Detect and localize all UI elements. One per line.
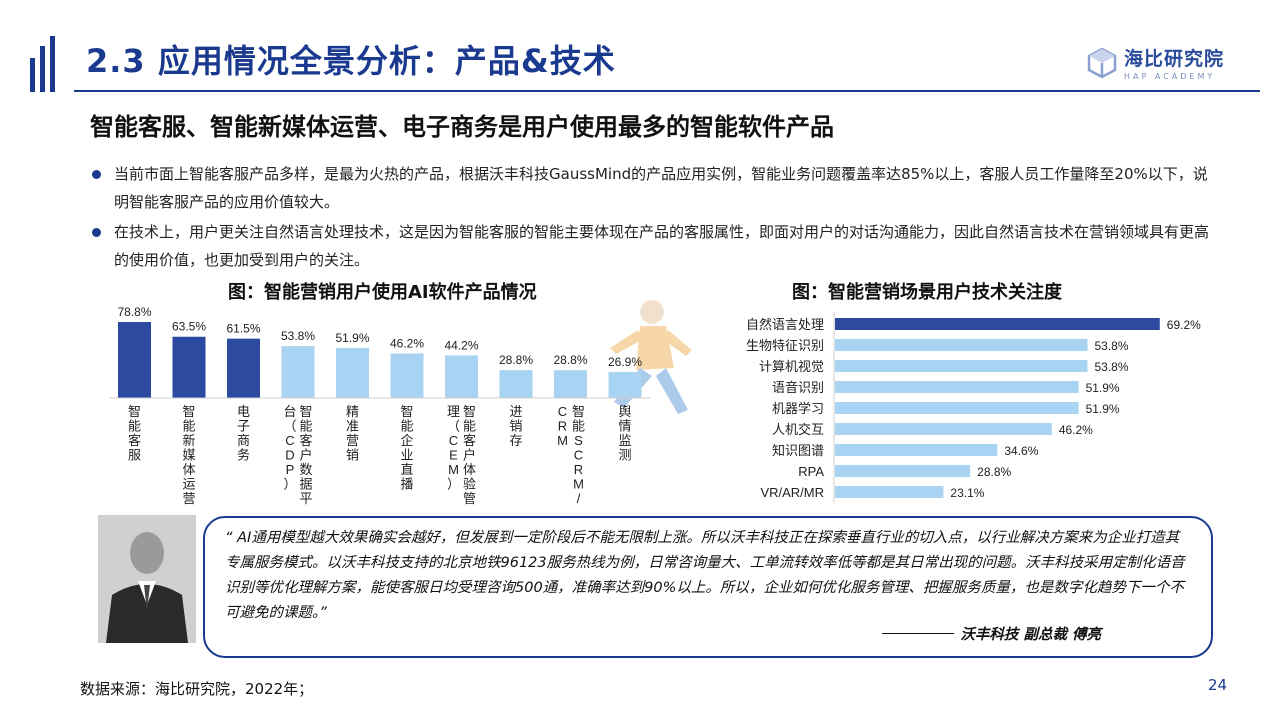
bar — [227, 338, 260, 398]
bar-value-label: 28.8% — [499, 353, 533, 367]
bar — [835, 402, 1079, 414]
data-source: 数据来源：海比研究院，2022年； — [80, 680, 314, 698]
category-label: 智能客服 — [128, 404, 141, 463]
logo-en: HAP ACADEMY — [1124, 72, 1216, 81]
bar — [835, 360, 1088, 372]
bar-value-label: 28.8% — [553, 353, 587, 367]
bullet-item: 当前市面上智能客服产品多样，是最为火热的产品，根据沃丰科技GaussMind的产… — [90, 160, 1210, 216]
quote-signature: 沃丰科技 副总裁 傅亮 — [882, 623, 1101, 644]
bar-value-label: 53.8% — [1095, 360, 1129, 374]
category-label: 知识图谱 — [772, 443, 824, 458]
category-label: RPA — [798, 464, 824, 479]
category-label: 智能 S C R M/C R M — [557, 404, 585, 506]
category-label: 精准营销 — [346, 404, 359, 463]
bar — [118, 321, 151, 398]
hbar-chart-title: 图：智能营销场景用户技术关注度 — [792, 282, 1062, 303]
bar-value-label: 53.8% — [281, 329, 315, 343]
bar — [499, 370, 533, 398]
category-label: 生物特征识别 — [746, 338, 824, 353]
bar — [445, 355, 478, 398]
bar-value-label: 46.2% — [1059, 423, 1093, 437]
bar — [835, 318, 1160, 330]
signature-dash — [882, 632, 955, 635]
bar-value-label: 26.9% — [608, 355, 642, 369]
logo-cn: 海比研究院 — [1124, 48, 1225, 70]
bar — [835, 486, 944, 498]
category-label: 智能客户数据平台（ C D P） — [283, 404, 312, 506]
bullet-item: 在技术上，用户更关注自然语言处理技术，这是因为智能客服的智能主要体现在产品的客服… — [90, 218, 1210, 274]
bar — [835, 444, 998, 456]
bar-value-label: 51.9% — [1086, 402, 1120, 416]
bar — [554, 370, 587, 398]
quote-box: “ AI通用模型越大效果确实会越好，但发展到一定阶段后不能无限制上涨。所以沃丰科… — [203, 516, 1213, 658]
category-label: 智能客户体验管理（ C E M） — [447, 404, 476, 506]
category-label: 舆情监测 — [618, 404, 631, 463]
bar-value-label: 78.8% — [117, 305, 151, 319]
bar — [608, 372, 642, 398]
bar — [336, 347, 369, 398]
category-label: 人机交互 — [772, 422, 824, 437]
category-label: 进销存 — [509, 404, 522, 448]
bullet-list: 当前市面上智能客服产品多样，是最为火热的产品，根据沃丰科技GaussMind的产… — [90, 160, 1210, 276]
category-label: 电子商务 — [237, 404, 250, 463]
bullet-dot-icon — [92, 170, 101, 179]
bar — [835, 465, 971, 477]
section-subtitle: 智能客服、智能新媒体运营、电子商务是用户使用最多的智能软件产品 — [90, 113, 834, 141]
bar-value-label: 28.8% — [977, 465, 1011, 479]
bar — [835, 339, 1088, 351]
bar — [281, 346, 315, 398]
bullet-dot-icon — [92, 228, 101, 237]
bar-chart-title: 图：智能营销用户使用AI软件产品情况 — [228, 282, 537, 303]
bar — [172, 336, 206, 398]
bar-value-label: 61.5% — [226, 322, 260, 336]
tech-attention-bar-chart: 自然语言处理 69.2% 生物特征识别 53.8% 计算机视觉 53.8% 语音识别 51.9… — [746, 312, 1201, 503]
hap-cube-icon — [1087, 47, 1117, 78]
category-label: 智能新媒体运营 — [182, 404, 195, 506]
category-label: 机器学习 — [772, 401, 824, 416]
bar-value-label: 63.5% — [172, 320, 206, 334]
header-bars-icon — [30, 36, 55, 92]
bar — [390, 353, 424, 398]
bullet-text: 当前市面上智能客服产品多样，是最为火热的产品，根据沃丰科技GaussMind的产… — [114, 165, 1208, 211]
bar-value-label: 51.9% — [1086, 381, 1120, 395]
category-label: 自然语言处理 — [746, 317, 824, 332]
bar-value-label: 53.8% — [1095, 339, 1129, 353]
page-title: 2.3 应用情况全景分析：产品&技术 — [86, 42, 616, 80]
bar-value-label: 46.2% — [390, 336, 424, 350]
bullet-text: 在技术上，用户更关注自然语言处理技术，这是因为智能客服的智能主要体现在产品的客服… — [114, 223, 1210, 269]
header-divider — [74, 90, 1260, 92]
bar — [835, 423, 1052, 435]
signature-text: 沃丰科技 副总裁 傅亮 — [960, 627, 1101, 643]
category-label: 计算机视觉 — [759, 359, 824, 374]
category-label: VR/AR/MR — [760, 485, 824, 500]
bar-value-label: 23.1% — [950, 486, 984, 500]
category-label: 智能企业直播 — [400, 404, 413, 492]
bar-value-label: 69.2% — [1167, 318, 1201, 332]
bar-value-label: 44.2% — [444, 338, 478, 352]
person-icon — [98, 515, 196, 643]
quote-text: “ AI通用模型越大效果确实会越好，但发展到一定阶段后不能无限制上涨。所以沃丰科… — [225, 530, 1185, 621]
category-label: 语音识别 — [772, 380, 824, 395]
bar — [835, 381, 1079, 393]
bar-value-label: 34.6% — [1004, 444, 1038, 458]
logo: 海比研究院 HAP ACADEMY — [1086, 44, 1224, 81]
usage-bar-chart: 78.8% 63.5% 61.5% 53.8% 51.9% 46.2% 44.2% 28.8%… — [110, 305, 650, 506]
bar-value-label: 51.9% — [335, 331, 369, 345]
page-number: 24 — [1208, 676, 1228, 694]
speaker-photo — [98, 515, 196, 643]
